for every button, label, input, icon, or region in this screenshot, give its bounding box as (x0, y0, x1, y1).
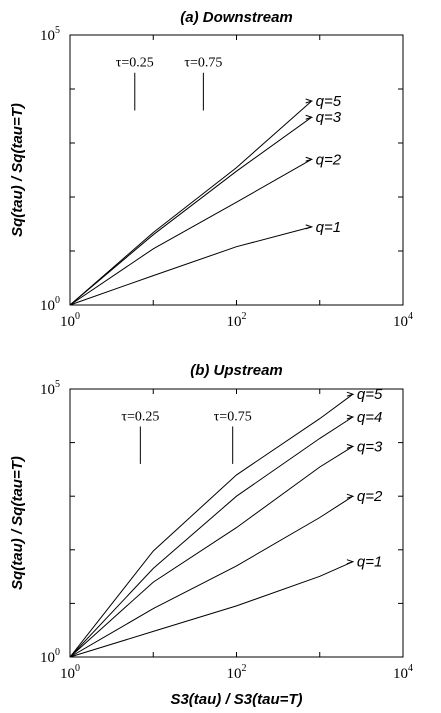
plot-frame (69, 34, 404, 306)
y-tick-label: 105 (40, 25, 60, 44)
series-line-q2 (69, 158, 312, 306)
x-tick-label: 100 (60, 663, 80, 682)
series-line-q1 (69, 561, 354, 658)
y-axis-label: Sq(tau) / Sq(tau=T) (9, 456, 26, 590)
x-axis-label: S3(tau) / S3(tau=T) (170, 691, 302, 708)
series-end-mark (305, 156, 314, 162)
tau-label: τ=0.25 (116, 56, 154, 71)
series-end-mark (305, 98, 314, 104)
x-tick-label: 102 (227, 663, 247, 682)
y-axis-label: Sq(tau) / Sq(tau=T) (9, 103, 26, 237)
panel-a: (a) Downstream 100 102 104 100 105 Sq(tau) / S… (9, 9, 413, 330)
x-tick-label: 100 (60, 311, 80, 330)
series-label: q=1 (357, 554, 382, 571)
series-line-q5 (69, 393, 354, 658)
tau-label: τ=0.75 (214, 409, 252, 424)
plot-frame (69, 388, 404, 658)
series-end-mark (346, 493, 355, 499)
series-label: q=3 (357, 438, 383, 455)
series-end-mark (346, 414, 355, 420)
y-tick-label: 100 (40, 295, 60, 314)
panel-title: (b) Upstream (190, 362, 283, 379)
series-end-mark (346, 559, 355, 565)
series-line-q2 (69, 495, 354, 658)
series-label: q=3 (316, 109, 342, 126)
panel-b: (b) Upstream 100 102 104 100 105 Sq(tau) / Sq(… (9, 362, 413, 708)
series-label: q=5 (357, 386, 383, 403)
series-label: q=4 (357, 409, 382, 426)
series-label: q=1 (316, 219, 341, 236)
x-tick-label: 104 (393, 311, 413, 330)
tau-label: τ=0.75 (184, 56, 222, 71)
y-tick-label: 105 (40, 379, 60, 398)
tau-label: τ=0.25 (121, 409, 159, 424)
series-line-q1 (69, 226, 312, 306)
series-end-mark (346, 391, 355, 397)
y-tick-label: 100 (40, 647, 60, 666)
series-label: q=5 (316, 93, 342, 110)
series-end-mark (305, 114, 314, 120)
series-line-q5 (69, 100, 313, 306)
series-line-q3 (69, 116, 312, 306)
series-line-q4 (69, 416, 354, 658)
x-tick-label: 104 (393, 663, 413, 682)
series-end-mark (346, 443, 355, 449)
x-tick-label: 102 (227, 311, 247, 330)
series-label: q=2 (316, 151, 342, 168)
series-end-mark (305, 224, 314, 230)
series-label: q=2 (357, 488, 383, 505)
series-line-q3 (69, 445, 354, 658)
panel-title: (a) Downstream (180, 9, 293, 26)
